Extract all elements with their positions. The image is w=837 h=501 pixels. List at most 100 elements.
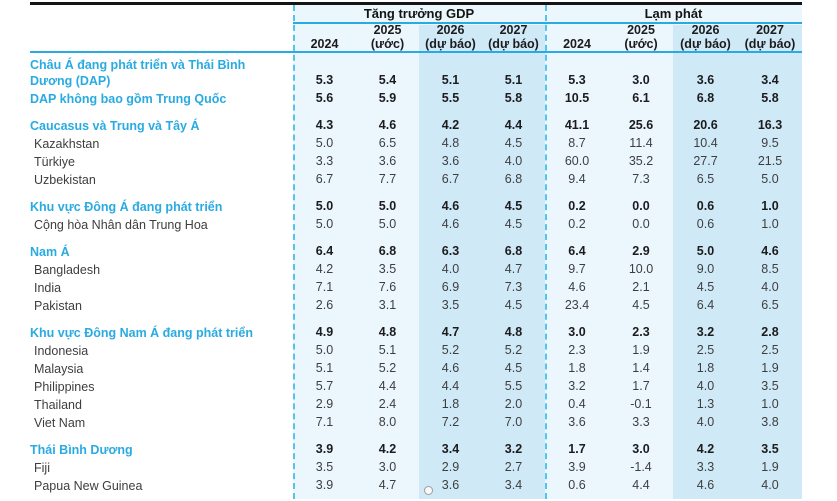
gdp-value: 4.6 (378, 118, 397, 132)
gdp-value: 3.3 (315, 154, 334, 168)
gdp-value: 5.1 (441, 73, 460, 87)
row-label: Thái Bình Dương (30, 443, 133, 457)
gdp-value: 3.9 (315, 442, 334, 456)
year-line1: 2027 (499, 23, 528, 37)
inflation-section-dashed-divider (545, 5, 547, 499)
gdp-value: 4.8 (504, 325, 523, 339)
inflation-value: 2.3 (632, 325, 650, 339)
inflation-value: 0.4 (568, 397, 586, 411)
row-label: Châu Á đang phát triển và Thái Bình Dươn… (30, 58, 246, 88)
gdp-value: 3.4 (441, 442, 460, 456)
inflation-value: 8.7 (568, 136, 586, 150)
inflation-value: 3.4 (761, 73, 779, 87)
gdp-value: 5.1 (504, 73, 523, 87)
table-row: Khu vực Đông Á đang phát triển 5.0 5.0 4… (30, 197, 802, 215)
gdp-value: 3.4 (504, 478, 523, 492)
inflation-value: 4.6 (761, 244, 779, 258)
table-row: Fiji 3.5 3.0 2.9 2.7 3.9 -1.4 3.3 1.9 (30, 458, 802, 476)
year-line2: 2024 (563, 37, 591, 51)
row-label: Bangladesh (34, 263, 101, 277)
inflation-value: 6.5 (696, 172, 715, 186)
gdp-value: 5.0 (378, 199, 397, 213)
gdp-value: 5.2 (378, 361, 397, 375)
row-label: Viet Nam (34, 416, 86, 430)
inflation-value: 41.1 (564, 118, 590, 132)
gdp-year-header-2027: 2027 (dự báo) (482, 23, 545, 52)
gdp-forecast-columns-background (419, 25, 545, 499)
table-row: Malaysia 5.1 5.2 4.6 4.5 1.8 1.4 1.8 1.9 (30, 359, 802, 377)
inflation-value: 23.4 (564, 298, 590, 312)
gdp-value: 5.3 (315, 73, 334, 87)
gdp-value: 5.1 (315, 361, 334, 375)
inflation-value: 6.4 (696, 298, 715, 312)
table-row: Philippines 5.7 4.4 4.4 5.5 3.2 1.7 4.0 … (30, 377, 802, 395)
inflation-value: 2.5 (696, 343, 715, 357)
gdp-year-header-2026: 2026 (dự báo) (419, 23, 482, 52)
gdp-value: 1.8 (441, 397, 460, 411)
inflation-value: 4.4 (632, 478, 650, 492)
inflation-value: 4.0 (761, 280, 779, 294)
inflation-value: 3.5 (761, 442, 779, 456)
gdp-value: 3.5 (378, 262, 397, 276)
gdp-value: 3.5 (441, 298, 460, 312)
gdp-inflation-table: Tăng trưởng GDP Lạm phát 2024 2025 (ước)… (30, 2, 802, 499)
table-row: Nam Á 6.4 6.8 6.3 6.8 6.4 2.9 5.0 4.6 (30, 242, 802, 260)
inflation-year-header-2025: 2025 (ước) (609, 23, 673, 52)
group-header-spacer (30, 5, 293, 24)
gdp-value: 4.6 (441, 361, 460, 375)
inflation-value: 1.7 (568, 442, 586, 456)
gdp-value: 3.6 (441, 478, 460, 492)
table-row: Pakistan 2.6 3.1 3.5 4.5 23.4 4.5 6.4 6.… (30, 296, 802, 314)
gdp-value: 2.9 (315, 397, 334, 411)
inflation-value: 1.4 (632, 361, 650, 375)
table-row: Khu vực Đông Nam Á đang phát triển 4.9 4… (30, 323, 802, 341)
inflation-value: 7.3 (632, 172, 650, 186)
gdp-value: 4.2 (378, 442, 397, 456)
inflation-value: -0.1 (630, 397, 652, 411)
row-label: Caucasus và Trung và Tây Á (30, 119, 200, 133)
inflation-value: 6.8 (696, 91, 715, 105)
row-label: Pakistan (34, 299, 82, 313)
year-line2: (ước) (624, 37, 658, 51)
gdp-value: 5.7 (315, 379, 334, 393)
inflation-value: 5.0 (696, 244, 715, 258)
inflation-value: 9.0 (696, 262, 715, 276)
inflation-value: 4.5 (632, 298, 650, 312)
inflation-value: 3.0 (632, 442, 650, 456)
gdp-value: 5.0 (315, 136, 334, 150)
year-line1: 2025 (627, 23, 655, 37)
gdp-value: 3.2 (504, 442, 523, 456)
gdp-value: 4.5 (504, 361, 523, 375)
year-line1: 2025 (373, 23, 402, 37)
drag-handle[interactable] (424, 486, 433, 495)
row-label: Khu vực Đông Nam Á đang phát triển (30, 326, 253, 340)
inflation-value: 60.0 (564, 154, 590, 168)
gdp-value: 7.2 (441, 415, 460, 429)
inflation-value: 2.1 (632, 280, 650, 294)
row-label: Cộng hòa Nhân dân Trung Hoa (34, 218, 208, 232)
inflation-value: 9.5 (761, 136, 779, 150)
gdp-value: 4.6 (441, 199, 460, 213)
table-row: Papua New Guinea 3.9 4.7 3.6 3.4 0.6 4.4… (30, 476, 802, 494)
row-label: Indonesia (34, 344, 89, 358)
inflation-value: 2.9 (632, 244, 650, 258)
inflation-value: 2.5 (761, 343, 779, 357)
gdp-value: 7.6 (378, 280, 397, 294)
gdp-value: 4.5 (504, 217, 523, 231)
inflation-value: 3.6 (568, 415, 586, 429)
year-line2: (dự báo) (680, 37, 731, 51)
inflation-value: 5.0 (761, 172, 779, 186)
inflation-value: 25.6 (628, 118, 654, 132)
inflation-value: 16.3 (757, 118, 783, 132)
inflation-value: 1.0 (761, 199, 779, 213)
gdp-value: 3.1 (378, 298, 397, 312)
table-row: Thailand 2.9 2.4 1.8 2.0 0.4 -0.1 1.3 1.… (30, 395, 802, 413)
inflation-value: 3.9 (568, 460, 586, 474)
table-row: DAP không bao gồm Trung Quốc 5.6 5.9 5.5… (30, 89, 802, 107)
inflation-value: 1.0 (761, 217, 779, 231)
inflation-value: 0.6 (696, 217, 715, 231)
inflation-group-title: Lạm phát (545, 5, 802, 24)
gdp-value: 5.0 (315, 343, 334, 357)
inflation-value: 4.2 (696, 442, 715, 456)
table-row: Châu Á đang phát triển và Thái Bình Dươn… (30, 57, 802, 89)
